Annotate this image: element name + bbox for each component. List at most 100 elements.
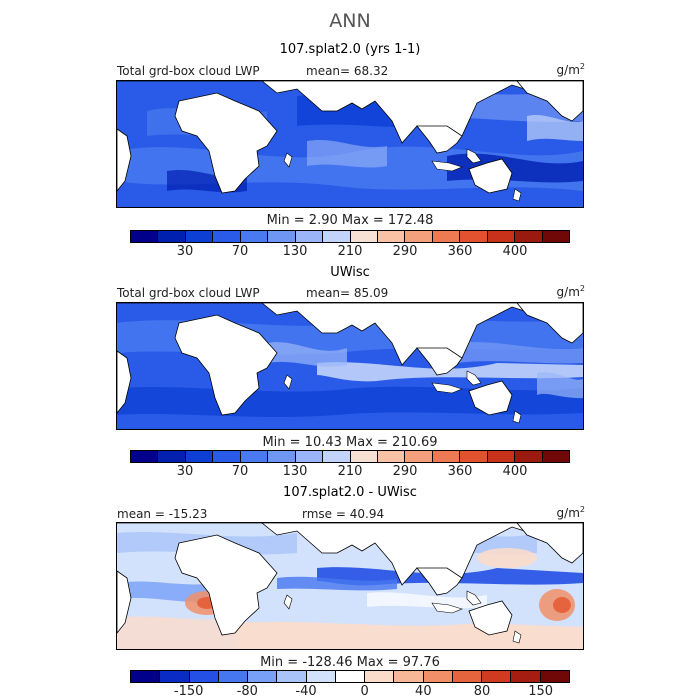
panel-mean-diff: mean = -15.23 [117,507,208,521]
colorbar-cell [185,451,214,462]
colorbar-tick-label: 210 [337,244,363,259]
colorbar-cell [268,451,296,462]
colorbar-cell [213,231,241,242]
colorbar-tick-label: 360 [447,244,473,259]
colorbar-cell [460,231,488,242]
colorbar-cell [158,451,186,462]
colorbar-ticks-obs: 30 70 130 210 290 360 400 [130,464,570,480]
colorbar-tick-label: 0 [360,684,369,699]
colorbar-tick-label: 30 [176,464,194,479]
land-indochina [416,347,463,376]
colorbar-tick-label: 290 [392,244,418,259]
land-south-america [117,350,132,414]
colorbar-cell [248,671,278,682]
panel-title-obs: UWisc [330,265,370,280]
colorbar-cell [240,451,269,462]
colorbar-cell [158,231,186,242]
figure-title: ANN [329,10,371,32]
colorbar-cell [185,231,214,242]
colorbar-tick-label: -150 [173,684,204,699]
panel-mean-obs: mean= 85.09 [306,286,389,300]
land-south-america [117,570,132,634]
colorbar-cell [377,451,406,462]
map-diff [116,522,584,650]
colorbar-cell [189,671,219,682]
colorbar-cell [540,671,569,682]
colorbar-ticks-model: 30 70 130 210 290 360 400 [130,244,570,260]
land-north-america [516,523,583,564]
colorbar-cell [295,451,324,462]
panel-title-diff: 107.splat2.0 - UWisc [283,485,417,500]
colorbar-cell [405,231,433,242]
colorbar-tick-label: 130 [282,244,308,259]
colorbar-cell [542,451,569,462]
panel-mean-model: mean= 68.32 [306,64,389,78]
colorbar-cell [515,231,543,242]
colorbar-cell [452,671,483,682]
panel-left-label-obs: Total grd-box cloud LWP [117,286,260,300]
colorbar-cell [131,671,161,682]
colorbar-cell [365,671,395,682]
colorbar-cell [511,671,541,682]
colorbar-cell [487,231,516,242]
land-north-america [516,81,583,122]
colorbar-obs [130,450,570,463]
colorbar-tick-label: 80 [473,684,491,699]
land-africa [174,92,278,194]
colorbar-tick-label: -80 [236,684,258,699]
colorbar-cell [350,231,378,242]
colorbar-cell [482,671,512,682]
land-africa [174,534,278,636]
colorbar-cell [432,231,461,242]
colorbar-tick-label: 360 [447,464,473,479]
colorbar-model [130,230,570,243]
colorbar-tick-label: -40 [295,684,317,699]
colorbar-cell [323,231,351,242]
panel-units-diff: g/m2 [556,505,585,520]
land-indochina [416,125,463,154]
land-africa [174,314,278,416]
colorbar-cell [295,231,324,242]
colorbar-cell [213,451,241,462]
colorbar-cell [268,231,296,242]
land-south-america [117,128,132,192]
map-model [116,80,584,208]
minmax-model: Min = 2.90 Max = 172.48 [266,213,434,228]
land-australia [468,158,513,194]
colorbar-cell [542,231,569,242]
colorbar-cell [160,671,190,682]
minmax-obs: Min = 10.43 Max = 210.69 [262,435,438,450]
panel-units-model: g/m2 [556,62,585,77]
colorbar-cell [131,451,159,462]
colorbar-cell [277,671,307,682]
colorbar-cell [487,451,516,462]
colorbar-cell [306,671,336,682]
colorbar-tick-label: 30 [176,244,194,259]
colorbar-cell [394,671,424,682]
colorbar-cell [131,231,159,242]
colorbar-cell [423,671,453,682]
colorbar-tick-label: 70 [231,464,249,479]
colorbar-ticks-diff: -150 -80 -40 0 40 80 150 [130,684,570,700]
colorbar-tick-label: 150 [528,684,554,699]
panel-left-label-model: Total grd-box cloud LWP [117,64,260,78]
colorbar-tick-label: 400 [502,244,528,259]
land-australia [468,380,513,416]
colorbar-tick-label: 290 [392,464,418,479]
colorbar-cell [335,671,366,682]
colorbar-cell [323,451,351,462]
colorbar-cell [515,451,543,462]
colorbar-cell [218,671,249,682]
colorbar-cell [377,231,406,242]
colorbar-tick-label: 400 [502,464,528,479]
colorbar-cell [405,451,433,462]
colorbar-cell [432,451,461,462]
land-indochina [416,567,463,596]
colorbar-tick-label: 70 [231,244,249,259]
colorbar-tick-label: 130 [282,464,308,479]
colorbar-cell [460,451,488,462]
map-obs [116,302,584,430]
land-australia [468,600,513,636]
panel-units-obs: g/m2 [556,284,585,299]
colorbar-cell [240,231,269,242]
